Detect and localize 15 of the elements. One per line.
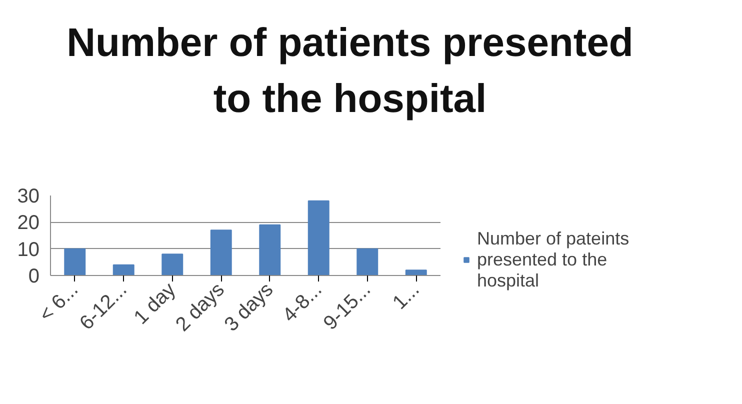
x-tick-label: 1...	[388, 278, 424, 314]
bar	[112, 264, 134, 276]
bar	[259, 224, 281, 276]
chart-title: Number of patients presented to the hospital	[66, 20, 634, 123]
bar	[308, 200, 330, 276]
legend-label: Number of pateints presented to the hospital	[477, 228, 630, 291]
bar	[64, 248, 86, 276]
bar	[210, 230, 232, 276]
y-tick-label: 10	[17, 238, 40, 261]
bar	[162, 254, 184, 276]
y-tick-label: 0	[28, 266, 40, 288]
y-tick-label: 20	[17, 212, 40, 234]
y-tick-label: 30	[17, 186, 40, 208]
bar	[405, 270, 427, 276]
bar	[356, 248, 378, 276]
